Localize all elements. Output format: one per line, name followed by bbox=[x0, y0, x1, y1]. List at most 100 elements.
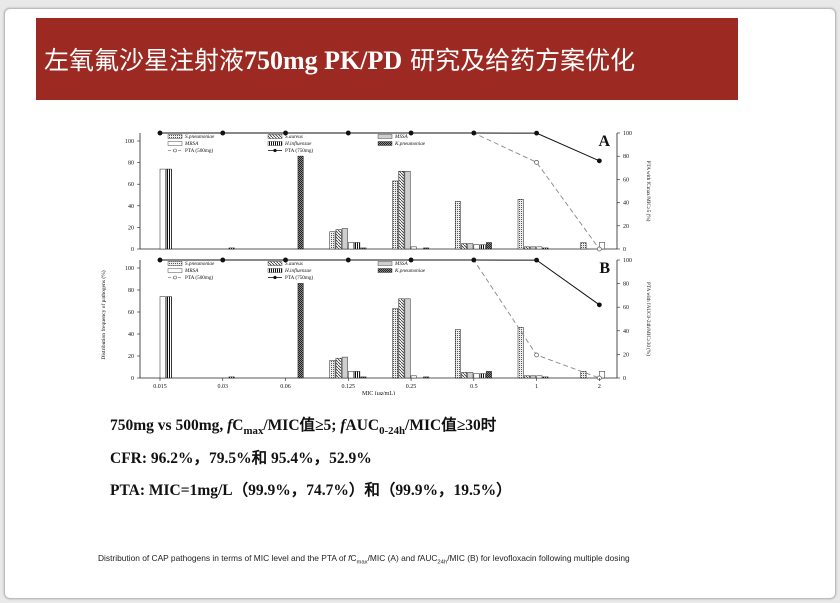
legend-label: MRSA bbox=[184, 268, 199, 274]
pta-750-point bbox=[408, 130, 414, 136]
bar bbox=[461, 243, 468, 250]
pta-750-point bbox=[534, 130, 539, 136]
x-axis-label: MIC (μg/mL) bbox=[362, 390, 395, 395]
legend-label: K.pneumoniae bbox=[394, 268, 426, 274]
y-tick-label: 40 bbox=[128, 204, 134, 210]
legend-swatch bbox=[267, 134, 283, 139]
x-tick-label: 0.5 bbox=[470, 384, 478, 390]
bar bbox=[360, 376, 367, 379]
stats-line-1-max: max bbox=[243, 425, 264, 438]
bar bbox=[159, 168, 166, 250]
bar bbox=[410, 375, 417, 379]
bar bbox=[523, 375, 530, 379]
caption-f2: f bbox=[417, 553, 420, 563]
bar bbox=[580, 242, 587, 250]
caption-c: C bbox=[350, 553, 357, 563]
bar bbox=[485, 371, 492, 379]
x-tick-label: 0.06 bbox=[280, 384, 291, 390]
y2-tick-label: 40 bbox=[623, 201, 629, 207]
legend-swatch bbox=[267, 261, 283, 266]
legend-label: H.influenzae bbox=[284, 140, 312, 147]
bar bbox=[423, 376, 430, 379]
panel-label: A bbox=[598, 133, 610, 150]
bar bbox=[398, 170, 405, 250]
legend-label: MSSA bbox=[394, 134, 409, 140]
x-tick-label: 0.25 bbox=[406, 384, 417, 390]
title-part-2: 750mg PK/PD bbox=[244, 46, 403, 75]
bar bbox=[599, 242, 605, 250]
mic-pta-chart: Distribution frequency of pathogens (%) 0… bbox=[100, 130, 652, 395]
legend-swatch bbox=[167, 261, 183, 266]
stats-line-1-c: C bbox=[232, 417, 244, 434]
legend-swatch bbox=[167, 141, 183, 146]
y-tick-label: 40 bbox=[128, 332, 134, 338]
bar bbox=[467, 372, 474, 379]
y-tick-label: 80 bbox=[128, 288, 134, 294]
x-tick-label: 0.03 bbox=[218, 384, 229, 390]
legend-marker bbox=[173, 275, 177, 280]
legend-label: PTA (500mg) bbox=[185, 147, 214, 154]
caption-24h: 24h bbox=[437, 559, 448, 566]
legend-label: PTA (750mg) bbox=[285, 274, 314, 281]
bar bbox=[461, 372, 468, 379]
bar bbox=[536, 246, 543, 250]
pta-750-point bbox=[408, 257, 414, 263]
bar bbox=[542, 376, 549, 379]
y2-tick-label: 20 bbox=[623, 352, 629, 358]
legend-swatch bbox=[167, 268, 183, 273]
stats-line-1-b: /MIC值≥5; bbox=[263, 417, 341, 434]
pta-750-point bbox=[157, 257, 163, 263]
stats-line-cfr: CFR: 96.2%，79.5%和 95.4%，52.9% bbox=[110, 450, 372, 467]
bar bbox=[517, 199, 524, 250]
bar bbox=[485, 242, 492, 250]
title-part-1: 左氧氟沙星注射液 bbox=[44, 46, 245, 75]
y-tick-label: 0 bbox=[131, 376, 134, 382]
y2-tick-label: 60 bbox=[623, 177, 629, 183]
pta-750-point bbox=[345, 130, 351, 136]
bar bbox=[341, 356, 348, 379]
pta-750-line bbox=[160, 259, 600, 306]
bar bbox=[360, 247, 367, 250]
legend-label: MSSA bbox=[394, 261, 409, 267]
legend-label: MRSA bbox=[184, 141, 199, 147]
bar bbox=[599, 371, 605, 379]
bar bbox=[329, 231, 336, 250]
pta-500-line bbox=[160, 259, 600, 379]
legend-marker bbox=[173, 148, 177, 153]
y2-tick-label: 60 bbox=[623, 305, 629, 311]
y2-axis-label: PTA with fCmax/MIC≥5 (%) bbox=[645, 161, 652, 222]
legend-swatch bbox=[167, 134, 183, 139]
slide bbox=[4, 8, 836, 599]
bar bbox=[341, 228, 348, 250]
y2-tick-label: 100 bbox=[623, 258, 632, 264]
legend-label: PTA (500mg) bbox=[185, 274, 214, 281]
bar bbox=[536, 375, 543, 379]
bar bbox=[423, 247, 430, 250]
bar bbox=[530, 375, 537, 379]
figure-caption: Distribution of CAP pathogens in terms o… bbox=[98, 553, 630, 566]
stats-line-1-auc: AUC bbox=[345, 417, 380, 434]
y-tick-label: 20 bbox=[128, 225, 134, 231]
pta-750-point bbox=[220, 257, 226, 263]
bar bbox=[473, 244, 480, 250]
legend-swatch bbox=[377, 261, 393, 266]
pta-750-point bbox=[283, 130, 288, 136]
y2-tick-label: 100 bbox=[623, 131, 632, 137]
bar bbox=[523, 246, 530, 250]
caption-text-a: Distribution of CAP pathogens in terms o… bbox=[98, 553, 349, 563]
y2-tick-label: 20 bbox=[623, 224, 629, 230]
bar bbox=[354, 371, 361, 379]
bar bbox=[473, 373, 480, 379]
bar bbox=[354, 242, 361, 250]
bar bbox=[410, 246, 417, 250]
legend-marker bbox=[273, 148, 277, 153]
bar bbox=[542, 247, 549, 250]
pta-750-point bbox=[157, 130, 163, 136]
pta-500-line bbox=[160, 132, 600, 250]
bar bbox=[329, 360, 336, 379]
bar bbox=[348, 242, 354, 250]
pta-750-point bbox=[534, 257, 539, 263]
bar bbox=[165, 296, 172, 379]
y2-tick-label: 0 bbox=[623, 376, 626, 382]
title-bar bbox=[36, 18, 738, 100]
